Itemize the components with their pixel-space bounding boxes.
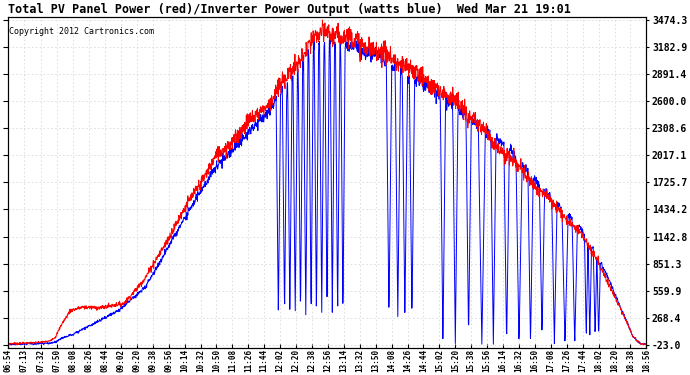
Text: Total PV Panel Power (red)/Inverter Power Output (watts blue)  Wed Mar 21 19:01: Total PV Panel Power (red)/Inverter Powe… xyxy=(8,3,571,16)
Text: Copyright 2012 Cartronics.com: Copyright 2012 Cartronics.com xyxy=(9,27,154,36)
